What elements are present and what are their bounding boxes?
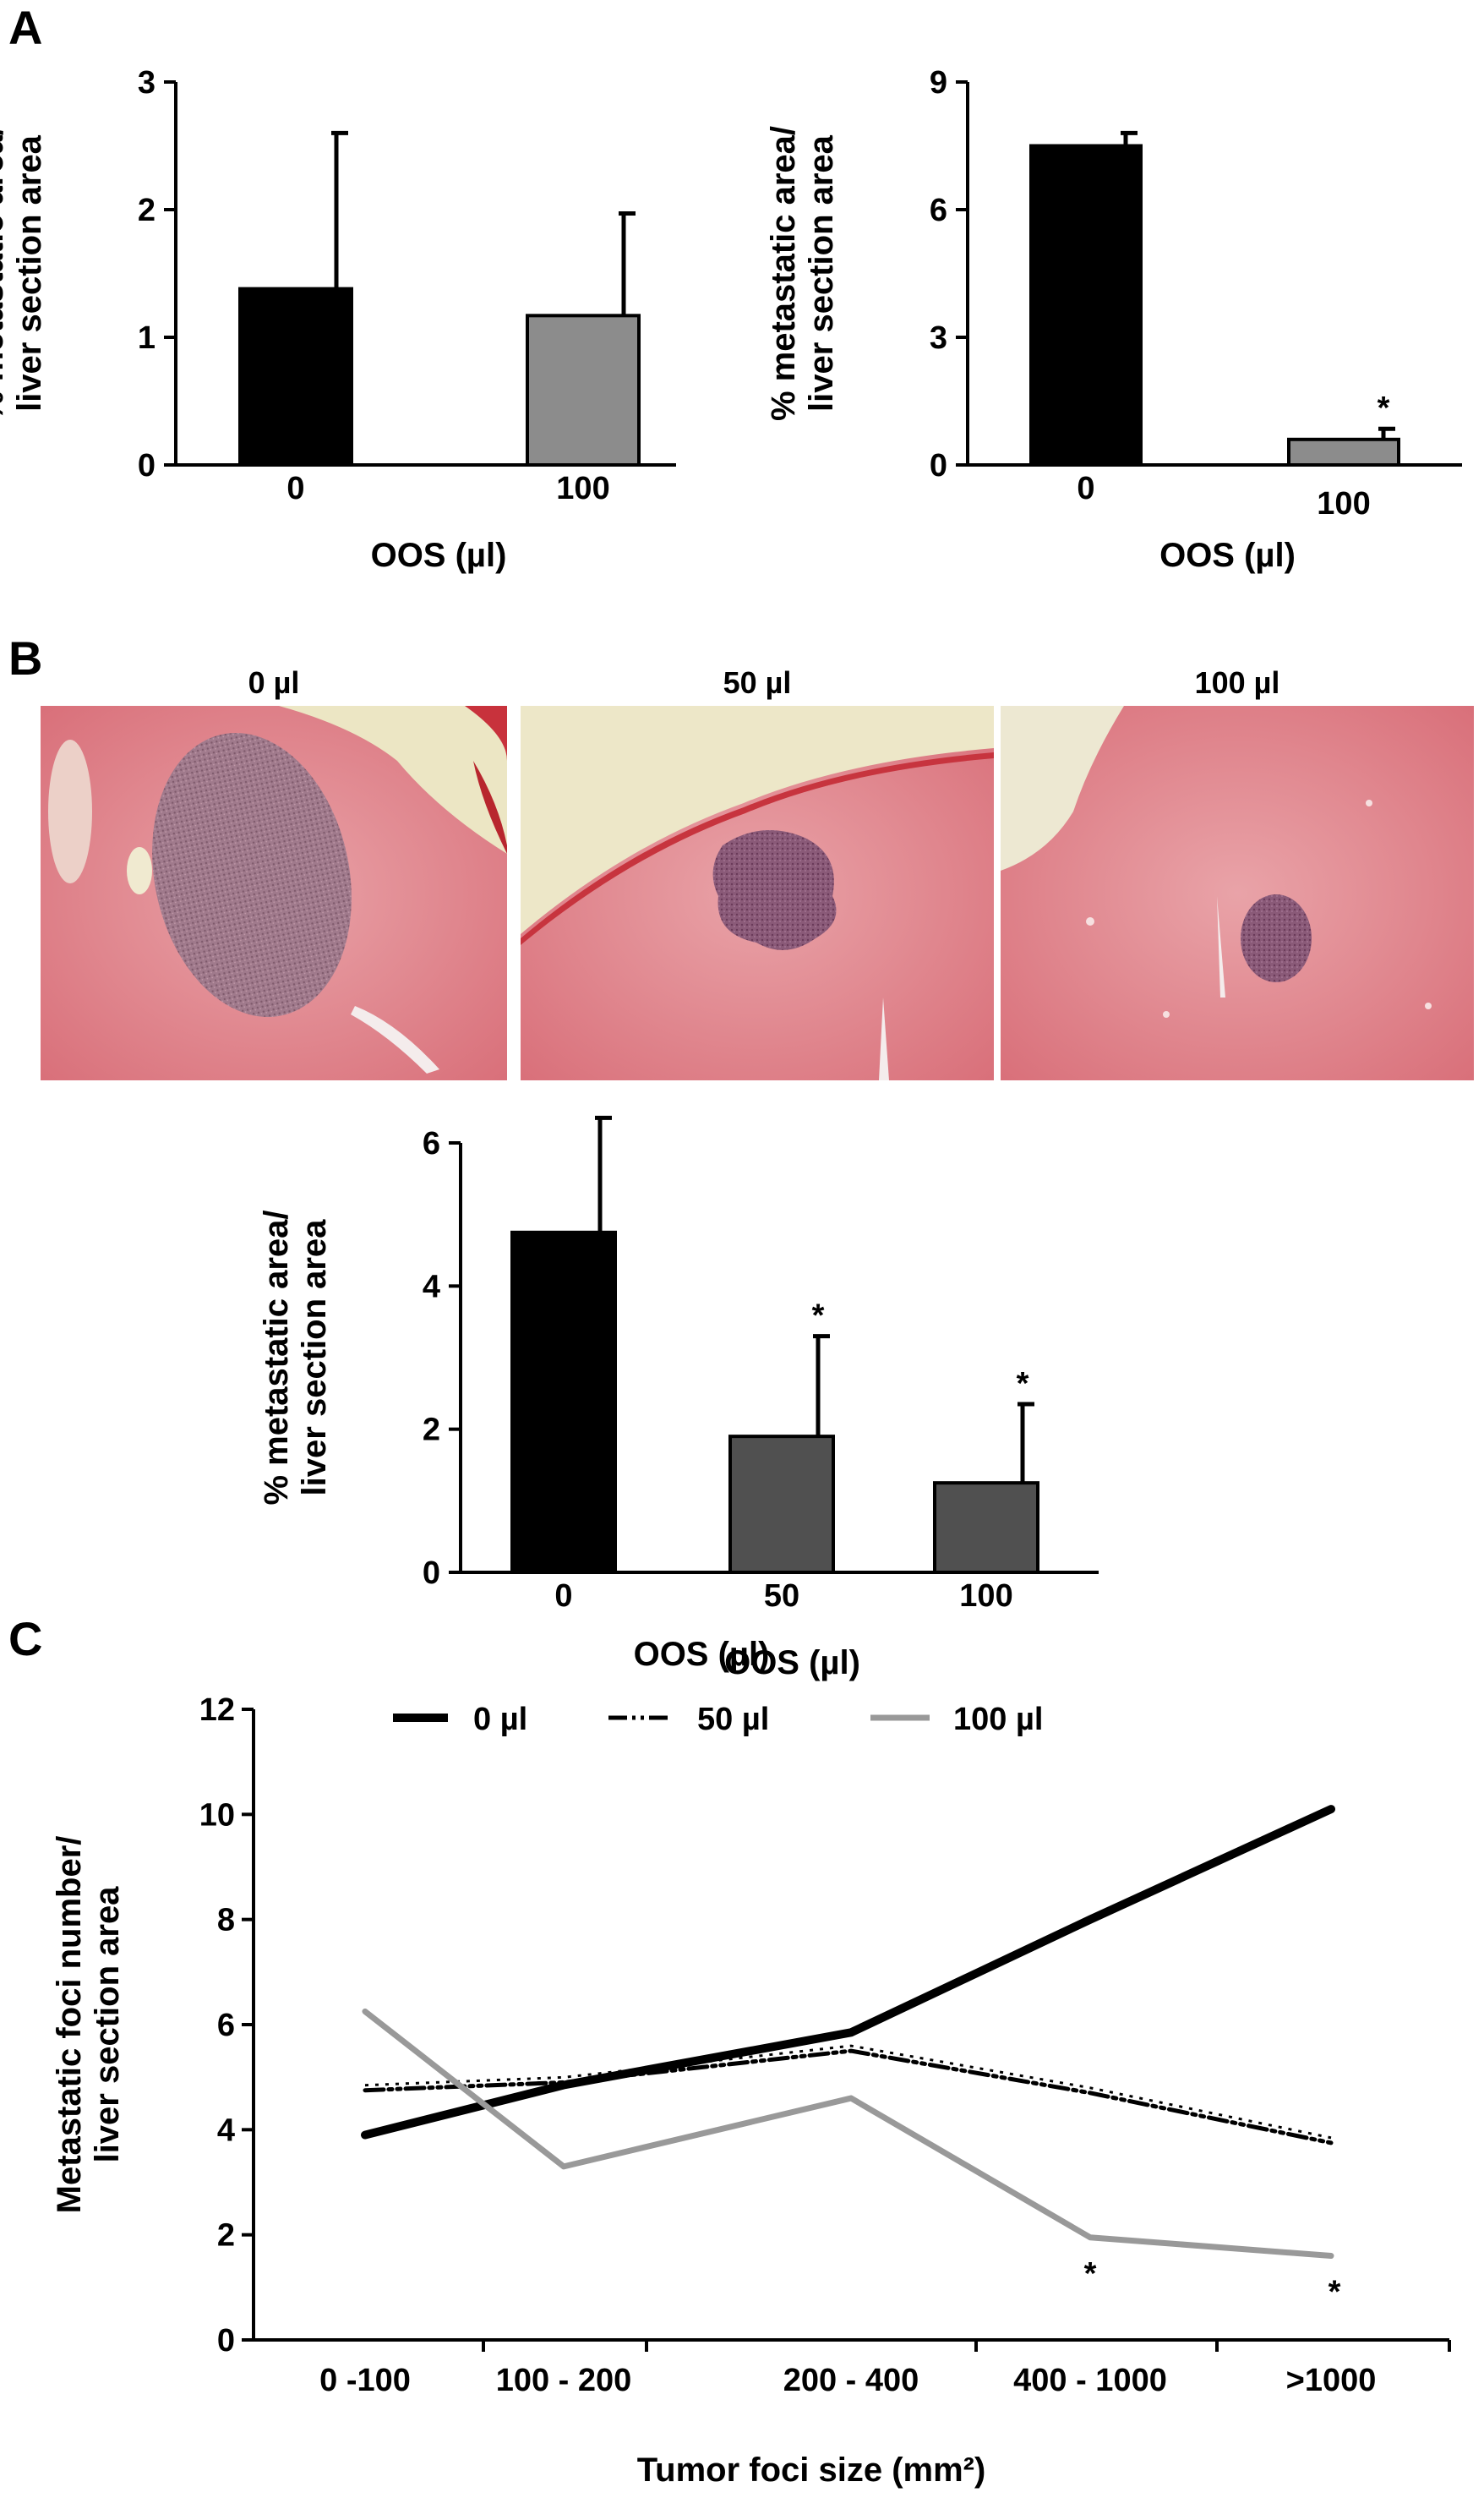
- x-tick-label: 0: [286, 471, 304, 506]
- significance-mark: *: [1084, 2256, 1097, 2292]
- y-tick-label: 12: [199, 1692, 235, 1728]
- y-axis-title-line: liver section area: [11, 134, 48, 412]
- y-tick-label: 6: [217, 2008, 235, 2043]
- x-tick-label: 0: [554, 1578, 572, 1614]
- y-tick-label: 3: [138, 65, 155, 101]
- histology-label-100: 100 µl: [1195, 665, 1280, 700]
- y-tick-label: 3: [930, 320, 947, 356]
- significance-mark: *: [1329, 2275, 1341, 2310]
- bar-0: [238, 287, 353, 467]
- x-axis-title: OOS (µl): [371, 537, 507, 574]
- legend-label: 100 µl: [953, 1702, 1043, 1737]
- significance-mark: *: [1378, 391, 1390, 426]
- panel-letter-a: A: [8, 1, 42, 54]
- x-tick-label: 100: [1317, 486, 1370, 522]
- bar-100: [933, 1481, 1039, 1574]
- x-tick-label: >1000: [1286, 2363, 1377, 2398]
- x-tick-label: 400 - 1000: [1013, 2363, 1167, 2398]
- series-line-2: [362, 2008, 1334, 2260]
- series-line-0: [361, 1805, 1335, 2140]
- x-tick-label: 0 -100: [319, 2363, 411, 2398]
- y-tick-label: 0: [423, 1555, 440, 1591]
- x-tick-label: 50: [764, 1578, 799, 1614]
- chart-b: 0 2 4 6 0 50 * 100 * OOS (µl) % metastatic area/li…: [258, 1115, 1099, 1681]
- legend-label: 0 µl: [473, 1702, 527, 1737]
- histology-images: 0 µl 50 µl 100 µl: [41, 665, 1474, 1080]
- y-tick-label: 6: [930, 193, 947, 228]
- bar-100: [526, 314, 641, 467]
- y-axis-title-line: % metastatic area/: [765, 126, 802, 421]
- y-axis-title-line: % metastatic area/: [258, 1210, 295, 1505]
- y-axis-title-line: liver section area: [296, 1219, 333, 1496]
- y-tick-label: 2: [138, 193, 155, 228]
- y-axis-title-line: liver section area: [89, 1886, 126, 2163]
- histology-label-0: 0 µl: [248, 665, 300, 700]
- y-tick-label: 9: [930, 65, 947, 101]
- x-tick-label: 0: [1077, 471, 1094, 506]
- histology-label-50: 50 µl: [723, 665, 792, 700]
- y-axis-title-line: % metastatic area/: [0, 126, 10, 421]
- y-tick-label: 0: [138, 448, 155, 484]
- y-tick-label: 4: [423, 1269, 440, 1304]
- series-line-1: [363, 2048, 1334, 2145]
- y-tick-label: 0: [217, 2323, 235, 2359]
- y-axis-title-line: Metastatic foci number/: [51, 1836, 88, 2214]
- y-tick-label: 6: [423, 1126, 440, 1162]
- panel-letter-b: B: [8, 631, 42, 685]
- bar-0: [510, 1230, 617, 1575]
- y-axis-title-line: liver section area: [803, 134, 840, 412]
- series-line-1-dots: [364, 2044, 1332, 2140]
- x-axis-title: OOS (µl): [724, 1644, 860, 1681]
- y-tick-label: 2: [217, 2218, 235, 2254]
- bar-0: [1029, 144, 1143, 467]
- significance-mark: *: [812, 1298, 825, 1334]
- x-tick-label: 100: [959, 1578, 1012, 1614]
- x-axis-title: Tumor foci size (mm²): [637, 2452, 986, 2489]
- histology-image-0: [41, 706, 507, 1080]
- legend-title: OOS (µl): [634, 1636, 770, 1673]
- x-tick-label: 200 - 400: [783, 2363, 919, 2398]
- y-tick-label: 1: [138, 320, 155, 356]
- x-tick-label: 100 - 200: [496, 2363, 632, 2398]
- histology-image-100: [1001, 706, 1474, 1080]
- bar-50: [728, 1435, 835, 1574]
- chart-a-right: 0 3 6 9 0 100 * OOS (µl) % metastatic area/liver…: [765, 65, 1462, 574]
- significance-mark: *: [1017, 1366, 1029, 1402]
- panel-letter-c: C: [8, 1612, 42, 1665]
- bar-100: [1287, 437, 1400, 467]
- y-tick-label: 10: [199, 1797, 235, 1833]
- y-tick-label: 8: [217, 1903, 235, 1938]
- y-tick-label: 0: [930, 448, 947, 484]
- y-tick-label: 4: [217, 2113, 235, 2148]
- chart-c: 0 2 4 6 8 10 12 0 -100 100 - 200 200 - 400 400 - 1…: [51, 1636, 1451, 2489]
- x-tick-label: 100: [556, 471, 609, 506]
- x-axis-title: OOS (µl): [1159, 537, 1296, 574]
- histology-image-50: [521, 706, 994, 1080]
- y-tick-label: 2: [423, 1413, 440, 1448]
- chart-a-left: 0 1 2 3 0 100 OOS (µl) % metastatic area/liver …: [0, 65, 676, 574]
- legend-label: 50 µl: [697, 1702, 769, 1737]
